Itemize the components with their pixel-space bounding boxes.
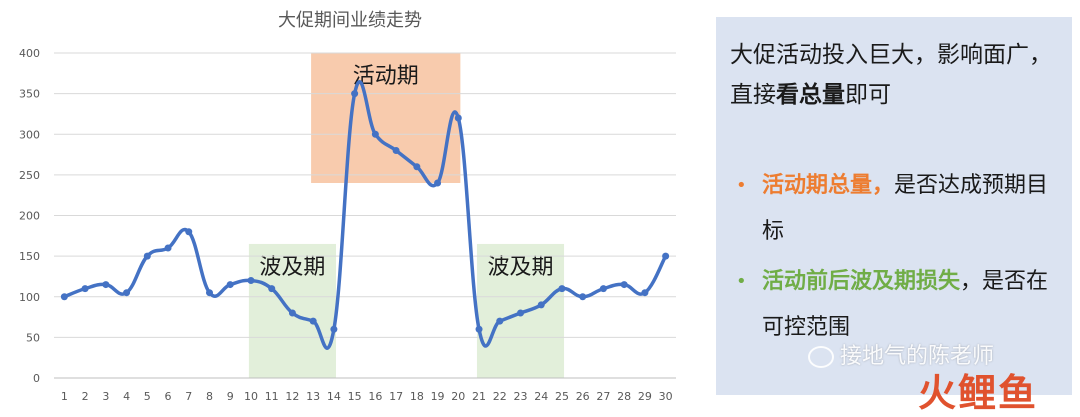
x-tick-label: 21 [472, 390, 486, 403]
y-tick-label: 250 [19, 169, 40, 182]
x-tick-label: 28 [617, 390, 631, 403]
data-point [226, 281, 234, 289]
data-point [143, 252, 151, 260]
x-tick-label: 25 [555, 390, 569, 403]
data-point [81, 285, 89, 293]
data-point [164, 244, 172, 252]
x-tick-label: 27 [596, 390, 610, 403]
bullet-ripple-loss: • 活动前后波及期损失，是否在可控范围 [730, 259, 1058, 351]
x-tick-label: 19 [431, 390, 445, 403]
x-tick-label: 6 [165, 390, 172, 403]
data-point [60, 293, 68, 301]
data-point [517, 309, 524, 317]
y-tick-label: 400 [19, 47, 40, 60]
data-point [185, 228, 193, 236]
x-tick-label: 13 [306, 390, 320, 403]
data-point [392, 147, 400, 154]
x-tick-label: 8 [206, 390, 213, 403]
data-point [434, 179, 442, 187]
data-point [371, 130, 379, 138]
data-point [662, 252, 670, 260]
data-point [309, 317, 317, 325]
data-point [620, 281, 628, 289]
region-label-2: 波及期 [487, 255, 553, 280]
x-tick-label: 23 [514, 390, 528, 403]
data-point [454, 114, 462, 122]
intro-bold: 看总量 [776, 82, 845, 108]
region-0 [311, 53, 461, 183]
x-tick-label: 24 [534, 390, 548, 403]
x-tick-label: 20 [451, 390, 465, 403]
x-tick-label: 10 [244, 390, 258, 403]
wechat-icon [808, 346, 834, 368]
data-point [247, 277, 255, 284]
data-point [102, 281, 110, 289]
notes-panel: 大促活动投入巨大，影响面广，直接看总量即可 • 活动期总量，是否达成预期目标 •… [716, 17, 1072, 395]
data-point [413, 163, 421, 171]
y-tick-label: 150 [19, 250, 40, 263]
x-tick-label: 2 [82, 390, 89, 403]
x-tick-label: 18 [410, 390, 424, 403]
intro-after: 即可 [845, 82, 891, 108]
data-point [123, 289, 131, 297]
y-tick-label: 200 [19, 210, 40, 223]
data-point [351, 90, 359, 98]
intro-before: 大促活动投入巨大，影响面广，直接 [730, 42, 1052, 108]
data-point [330, 325, 338, 333]
x-tick-label: 26 [576, 390, 590, 403]
x-tick-label: 30 [659, 390, 673, 403]
data-points [60, 90, 670, 333]
data-point [475, 325, 483, 333]
grid [54, 52, 676, 379]
y-axis: 0 50 100 150 200 250 300 350 400 [19, 47, 40, 385]
x-tick-label: 7 [185, 390, 192, 403]
region-label-1: 波及期 [259, 255, 325, 280]
y-tick-label: 350 [19, 88, 40, 101]
y-tick-label: 0 [33, 372, 40, 385]
intro-text: 大促活动投入巨大，影响面广，直接看总量即可 [730, 35, 1058, 115]
x-tick-label: 5 [144, 390, 151, 403]
data-point [599, 285, 607, 293]
x-tick-label: 11 [265, 390, 279, 403]
x-tick-label: 29 [638, 390, 652, 403]
x-tick-label: 3 [102, 390, 109, 403]
data-point [268, 285, 276, 293]
data-point [641, 289, 649, 297]
x-tick-label: 16 [368, 390, 382, 403]
watermark: 接地气的陈老师 [808, 338, 994, 370]
x-tick-label: 14 [327, 390, 341, 403]
x-tick-label: 4 [123, 390, 130, 403]
data-point [537, 301, 545, 309]
y-tick-label: 100 [19, 291, 40, 304]
bullet-highlight: 活动期总量， [762, 173, 895, 198]
bullet-activity-total: • 活动期总量，是否达成预期目标 [730, 163, 1058, 255]
y-tick-label: 300 [19, 128, 40, 141]
data-point [288, 309, 296, 317]
x-tick-label: 9 [227, 390, 234, 403]
data-point [496, 317, 504, 325]
series-line [63, 80, 668, 350]
y-tick-label: 50 [26, 331, 40, 344]
x-axis: 1 2 3 4 5 6 7 8 9 10 11 12 13 14 15 16 17 18 19 20 21 22 23 24 2… [61, 390, 673, 403]
data-point [579, 293, 587, 301]
x-tick-label: 17 [389, 390, 403, 403]
site-logo: 火鲤鱼 [918, 371, 1039, 415]
bullet-dot: • [736, 271, 747, 292]
bullet-highlight: 活动前后波及期损失 [762, 269, 961, 294]
x-tick-label: 12 [285, 390, 299, 403]
x-tick-label: 22 [493, 390, 507, 403]
bullet-dot: • [736, 175, 747, 196]
chart-title: 大促期间业绩走势 [278, 10, 422, 31]
watermark-text: 接地气的陈老师 [840, 344, 995, 369]
bullet-rest: 是否达成预期目标 [762, 173, 1049, 244]
data-point [558, 285, 566, 293]
x-tick-label: 1 [61, 390, 68, 403]
x-tick-label: 15 [348, 390, 362, 403]
data-point [206, 289, 213, 297]
bullet-rest: ，是否在可控范围 [762, 269, 1049, 340]
